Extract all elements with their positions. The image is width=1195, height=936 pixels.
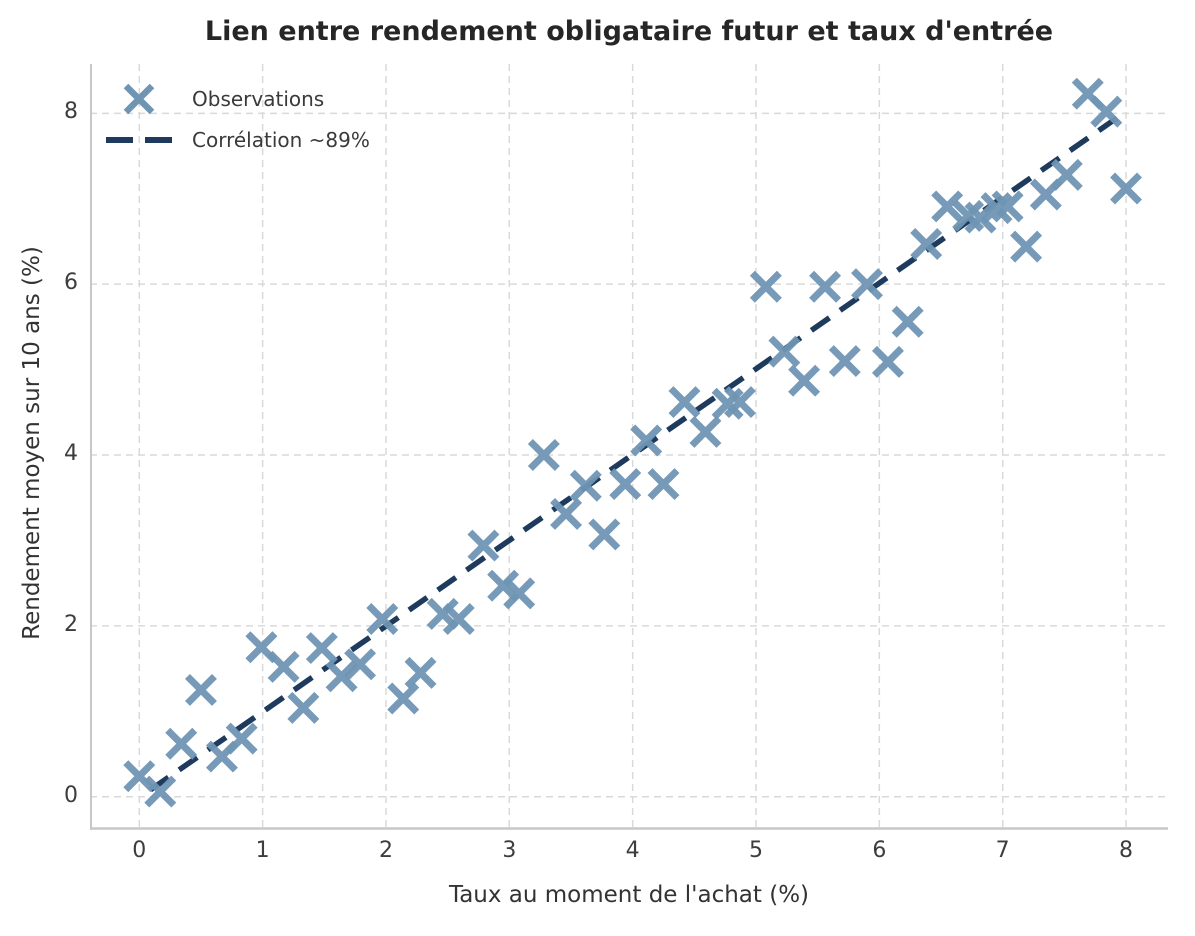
scatter-point <box>184 673 217 706</box>
scatter-point <box>723 386 756 419</box>
scatter-point <box>287 691 320 724</box>
x-tick-label: 7 <box>995 838 1010 863</box>
scatter-point <box>851 268 883 301</box>
scatter-point <box>871 345 904 378</box>
y-tick-label: 8 <box>64 99 78 125</box>
legend-item-observations: Observations <box>100 78 370 119</box>
scatter-point <box>1010 230 1043 263</box>
legend-item-label: Corrélation ~89% <box>192 127 370 152</box>
y-tick-label: 0 <box>64 782 78 808</box>
scatter-point <box>527 439 560 471</box>
scatter-point <box>503 577 536 610</box>
x-axis-label: Taux au moment de l'achat (%) <box>448 882 810 908</box>
scatter-point <box>964 201 997 234</box>
plot-area <box>90 64 1168 830</box>
x-tick-label: 0 <box>132 838 147 863</box>
x-tick-label: 4 <box>625 838 640 863</box>
legend-item-label: Observations <box>192 86 325 111</box>
scatter-point <box>387 682 420 715</box>
x-marker-icon <box>100 82 178 116</box>
scatter-point <box>569 469 602 502</box>
scatter-point <box>442 603 475 636</box>
scatter-point <box>1050 158 1083 191</box>
scatter-point <box>344 648 377 681</box>
y-tick-label: 4 <box>64 441 78 467</box>
scatter-point <box>768 335 801 368</box>
scatter-point <box>165 727 198 760</box>
scatter-point <box>609 468 642 501</box>
scatter-point <box>749 270 782 303</box>
x-tick-label: 6 <box>872 838 887 863</box>
scatter-point <box>647 468 680 501</box>
scatter-point <box>980 192 1013 225</box>
scatter-point <box>267 650 300 683</box>
scatter-point <box>325 660 358 693</box>
scatter-point <box>991 190 1024 223</box>
scatter-point <box>366 603 399 636</box>
scatter-point <box>931 190 964 223</box>
scatter-point <box>630 424 663 457</box>
x-tick-label: 3 <box>502 838 517 863</box>
x-tick-label: 1 <box>255 838 270 863</box>
y-axis-label: Rendement moyen sur 10 ans (%) <box>19 246 45 640</box>
scatter-point <box>910 228 943 261</box>
x-tick-label: 8 <box>1119 838 1134 863</box>
scatter-point <box>588 518 621 551</box>
x-tick-label: 5 <box>749 838 763 863</box>
scatter-point <box>467 529 500 562</box>
scatter-point <box>225 722 258 755</box>
y-tick-label: 6 <box>64 270 78 296</box>
scatter-point <box>123 760 156 793</box>
scatter-point <box>404 656 437 689</box>
scatter-point <box>1110 172 1142 205</box>
chart-title: Lien entre rendement obligataire futur e… <box>204 16 1054 47</box>
dashed-line-icon <box>100 134 178 146</box>
scatter-point <box>809 270 842 303</box>
legend: Observations Corrélation ~89% <box>100 78 370 160</box>
scatter-point <box>487 569 520 602</box>
y-tick-label: 2 <box>64 611 78 637</box>
scatter-point <box>550 497 583 530</box>
legend-item-correlation: Corrélation ~89% <box>100 119 370 160</box>
x-tick-label: 2 <box>378 838 393 863</box>
scatter-point <box>788 364 821 397</box>
scatter-point <box>305 632 338 665</box>
scatter-point <box>689 415 722 448</box>
scatter-point <box>828 345 861 378</box>
scatter-point <box>144 775 177 808</box>
scatter-point <box>1090 95 1123 128</box>
scatter-point <box>668 386 701 419</box>
scatter-point <box>891 305 924 338</box>
